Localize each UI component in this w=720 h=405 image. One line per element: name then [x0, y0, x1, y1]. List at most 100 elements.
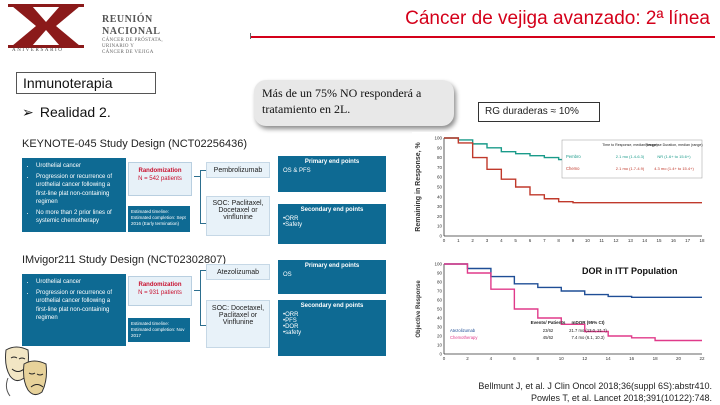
x-tick-label: 6 — [529, 238, 532, 243]
logo-line-2: NACIONAL — [102, 26, 161, 37]
legend-response-duration: 4.3 mo (1.4+ to 15.4+) — [654, 166, 694, 171]
x-tick-label: 7 — [543, 238, 546, 243]
x-tick-label: 1 — [457, 238, 460, 243]
keynote-criterion-2: Progression or recurrence of urothelial … — [36, 173, 120, 207]
x-tick-label: 5 — [514, 238, 517, 243]
y-tick-label: 80 — [437, 155, 443, 160]
imvigor-connector-bottom — [200, 325, 206, 326]
table-header-mdor: mDOR (95% CI) — [571, 320, 605, 325]
callout-text: Más de un 75% NO responderá a tratamient… — [262, 86, 422, 116]
legend-time-to-response: 2.1 mo (1.7-4.9) — [616, 166, 645, 171]
x-tick-label: 10 — [559, 356, 565, 361]
x-tick-label: 8 — [557, 238, 560, 243]
x-tick-label: 11 — [599, 238, 604, 243]
durable-response-box: RG duraderas ≈ 10% — [478, 102, 600, 122]
imvigor-primary-item: OS — [283, 272, 292, 278]
imvigor-arm-atezolizumab: Atezolizumab — [206, 264, 270, 280]
y-tick-label: 90 — [437, 145, 443, 150]
chart-background — [412, 258, 712, 366]
keynote-secondary-endpoints: Secondary end points •ORR •Safety — [278, 204, 386, 244]
keynote-randomization-detail: N = 542 patients — [138, 176, 182, 182]
logo-line-1: REUNIÓN — [102, 14, 153, 25]
legend-box — [561, 139, 703, 179]
chart-title: DOR in ITT Population — [582, 266, 678, 276]
x-tick-label: 14 — [642, 238, 648, 243]
imvigor-primary-heading: Primary end points — [304, 263, 360, 269]
x-tick-label: 16 — [629, 356, 635, 361]
imvigor-dor-chart: 0 10 20 30 40 50 60 70 80 90 100 0 2 4 6 8 10 12 14 16 18 20 2… — [412, 258, 712, 366]
logo-anniversary: ANIVERSARIO — [12, 48, 64, 53]
topic-box: Inmunoterapia — [16, 72, 156, 94]
y-tick-label: 40 — [437, 194, 443, 199]
table-header-events: Events/ Patients — [531, 320, 566, 325]
x-tick-label: 18 — [653, 356, 659, 361]
legend-header-1: Time to Response, median (range) — [602, 143, 657, 147]
x-tick-label: 16 — [671, 238, 677, 243]
keynote-criteria-box: Urothelial cancer Progression or recurre… — [22, 158, 126, 232]
reference-1: Bellmunt J, et al. J Clin Oncol 2018;36(… — [478, 381, 712, 391]
x-tick-label: 12 — [613, 238, 619, 243]
x-tick-label: 4 — [490, 356, 493, 361]
references: Bellmunt J, et al. J Clin Oncol 2018;36(… — [478, 380, 712, 404]
keynote-arm-soc: SOC: Paclitaxel, Docetaxel or vinflunine — [206, 196, 270, 236]
y-tick-label: 50 — [437, 185, 443, 190]
x-tick-label: 2 — [471, 238, 474, 243]
keynote-primary-heading: Primary end points — [304, 159, 360, 165]
imvigor-connector-top — [200, 270, 206, 271]
x-tick-label: 17 — [685, 238, 691, 243]
keynote-estimated-box: Estimated timeline: Estimated completion… — [128, 206, 190, 232]
table-events: 45/62 — [543, 335, 554, 340]
y-tick-label: 20 — [437, 334, 443, 339]
x-tick-label: 3 — [486, 238, 489, 243]
imvigor-secondary-endpoints: Secondary end points •ORR •PFS •DOR •saf… — [278, 300, 386, 356]
imvigor-randomization-detail: N = 931 patients — [138, 290, 182, 296]
x-tick-label: 13 — [628, 238, 634, 243]
imvigor-connector-v — [200, 270, 201, 326]
y-tick-label: 0 — [439, 234, 442, 239]
table-events: 23/62 — [543, 328, 554, 333]
x-tick-label: 12 — [582, 356, 588, 361]
x-tick-label: 20 — [676, 356, 682, 361]
imvigor-randomization-box: Randomization N = 931 patients — [128, 276, 192, 306]
imvigor-connector-h — [194, 290, 200, 291]
imvigor-heading: IMvigor211 Study Design (NCT02302807) — [22, 254, 227, 266]
bullet-text: Realidad 2. — [39, 104, 111, 120]
x-tick-label: 0 — [443, 238, 446, 243]
callout-bubble — [254, 80, 454, 126]
x-tick-label: 15 — [656, 238, 662, 243]
series-line-1 — [444, 137, 702, 204]
y-tick-label: 60 — [437, 298, 443, 303]
table-mdor: 21.7 mo (13.0, 21.7) — [569, 328, 607, 333]
imvigor-primary-endpoints: Primary end points OS — [278, 260, 386, 294]
x-tick-label: 14 — [606, 356, 612, 361]
roman-x-logo-mark — [8, 4, 84, 48]
y-tick-label: 100 — [434, 136, 442, 141]
y-tick-label: 30 — [437, 204, 443, 209]
x-tick-label: 22 — [699, 356, 705, 361]
imvigor-secondary-item-1: •ORR — [283, 312, 299, 318]
y-axis-label: Remaining in Response, % — [415, 141, 422, 231]
legend-header-2: Response Duration, median (range) — [645, 143, 702, 147]
x-tick-label: 4 — [500, 238, 503, 243]
keynote-connector-h — [194, 176, 200, 177]
series-line-0 — [444, 263, 702, 298]
keynote-secondary-item-1: •ORR — [283, 216, 299, 222]
logo-sub-2: URINARIO Y — [102, 44, 135, 49]
y-tick-label: 80 — [437, 280, 443, 285]
legend-series-name: Chemo — [566, 166, 580, 171]
keynote-secondary-item-2: •Safety — [283, 222, 303, 228]
y-tick-label: 70 — [437, 165, 443, 170]
keynote-primary-item: OS & PFS — [283, 168, 311, 174]
title-underline — [250, 36, 715, 38]
imvigor-secondary-item-3: •DOR — [283, 324, 299, 330]
imvigor-arm-soc: SOC: Docetaxel, Paclitaxel or Vinflunine — [206, 300, 270, 348]
imvigor-criteria-box: Urothelial cancer Progression or recurre… — [22, 274, 126, 346]
keynote-heading: KEYNOTE-045 Study Design (NCT02256436) — [22, 138, 247, 150]
keynote-criterion-3: No more than 2 prior lines of systemic c… — [36, 209, 120, 226]
y-tick-label: 40 — [437, 316, 443, 321]
legend-time-to-response: 2.1 mo (1.4-6.3) — [616, 154, 645, 159]
logo-sub-1: CÁNCER DE PRÓSTATA, — [102, 38, 163, 43]
bullet-row: ➢ Realidad 2. — [22, 104, 111, 121]
y-tick-label: 20 — [437, 214, 443, 219]
